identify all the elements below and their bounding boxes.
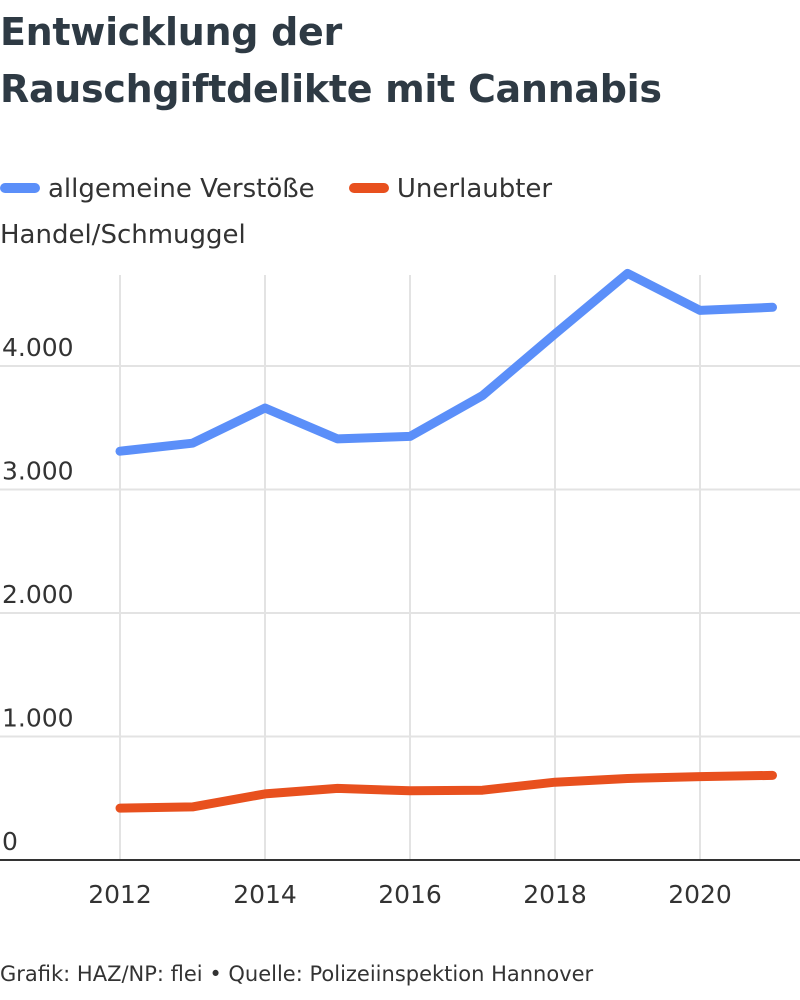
- x-tick-label-2016: 2016: [378, 880, 442, 909]
- y-tick-label-0: 0: [2, 827, 18, 856]
- x-tick-label-2014: 2014: [233, 880, 297, 909]
- y-tick-label-3000: 3.000: [2, 457, 74, 486]
- legend-item-handel-schmuggel: Unerlaubter Handel/Schmuggel: [0, 174, 552, 250]
- y-tick-label-4000: 4.000: [2, 333, 74, 362]
- legend-label-handel-schmuggel: Unerlaubter Handel/Schmuggel: [0, 174, 553, 250]
- x-tick-label-2020: 2020: [668, 880, 732, 909]
- y-tick-label-1000: 1.000: [2, 704, 74, 733]
- legend-swatch-handel-schmuggel: [348, 182, 389, 193]
- series-line-allgemeine-verstoesse: [115, 268, 777, 456]
- x-tick-label-2018: 2018: [523, 880, 587, 909]
- y-tick-label-2000: 2.000: [2, 580, 74, 609]
- series-line-handel-schmuggel: [115, 770, 777, 813]
- x-axis-tick-labels: 2012 2014 2016 2018 2020: [88, 880, 732, 909]
- legend-swatch-allgemeine-verstoesse: [0, 182, 40, 193]
- x-tick-label-2012: 2012: [88, 880, 152, 909]
- chart-title-line-1: Entwicklung der: [0, 10, 342, 54]
- chart-title: Entwicklung der Rauschgiftdelikte mit Ca…: [0, 4, 800, 118]
- chart-title-line-2: Rauschgiftdelikte mit Cannabis: [0, 67, 662, 111]
- source-credit: Grafik: HAZ/NP: flei • Quelle: Polizeiin…: [0, 962, 594, 986]
- legend-label-allgemeine-verstoesse: allgemeine Verstöße: [48, 174, 315, 204]
- chart-legend: allgemeine Verstöße Unerlaubter Handel/S…: [0, 166, 800, 258]
- grid-lines: [0, 275, 800, 860]
- legend-item-allgemeine-verstoesse: allgemeine Verstöße: [0, 174, 315, 204]
- y-axis-tick-labels: 0 1.000 2.000 3.000 4.000: [2, 333, 74, 856]
- series-lines: [115, 268, 777, 813]
